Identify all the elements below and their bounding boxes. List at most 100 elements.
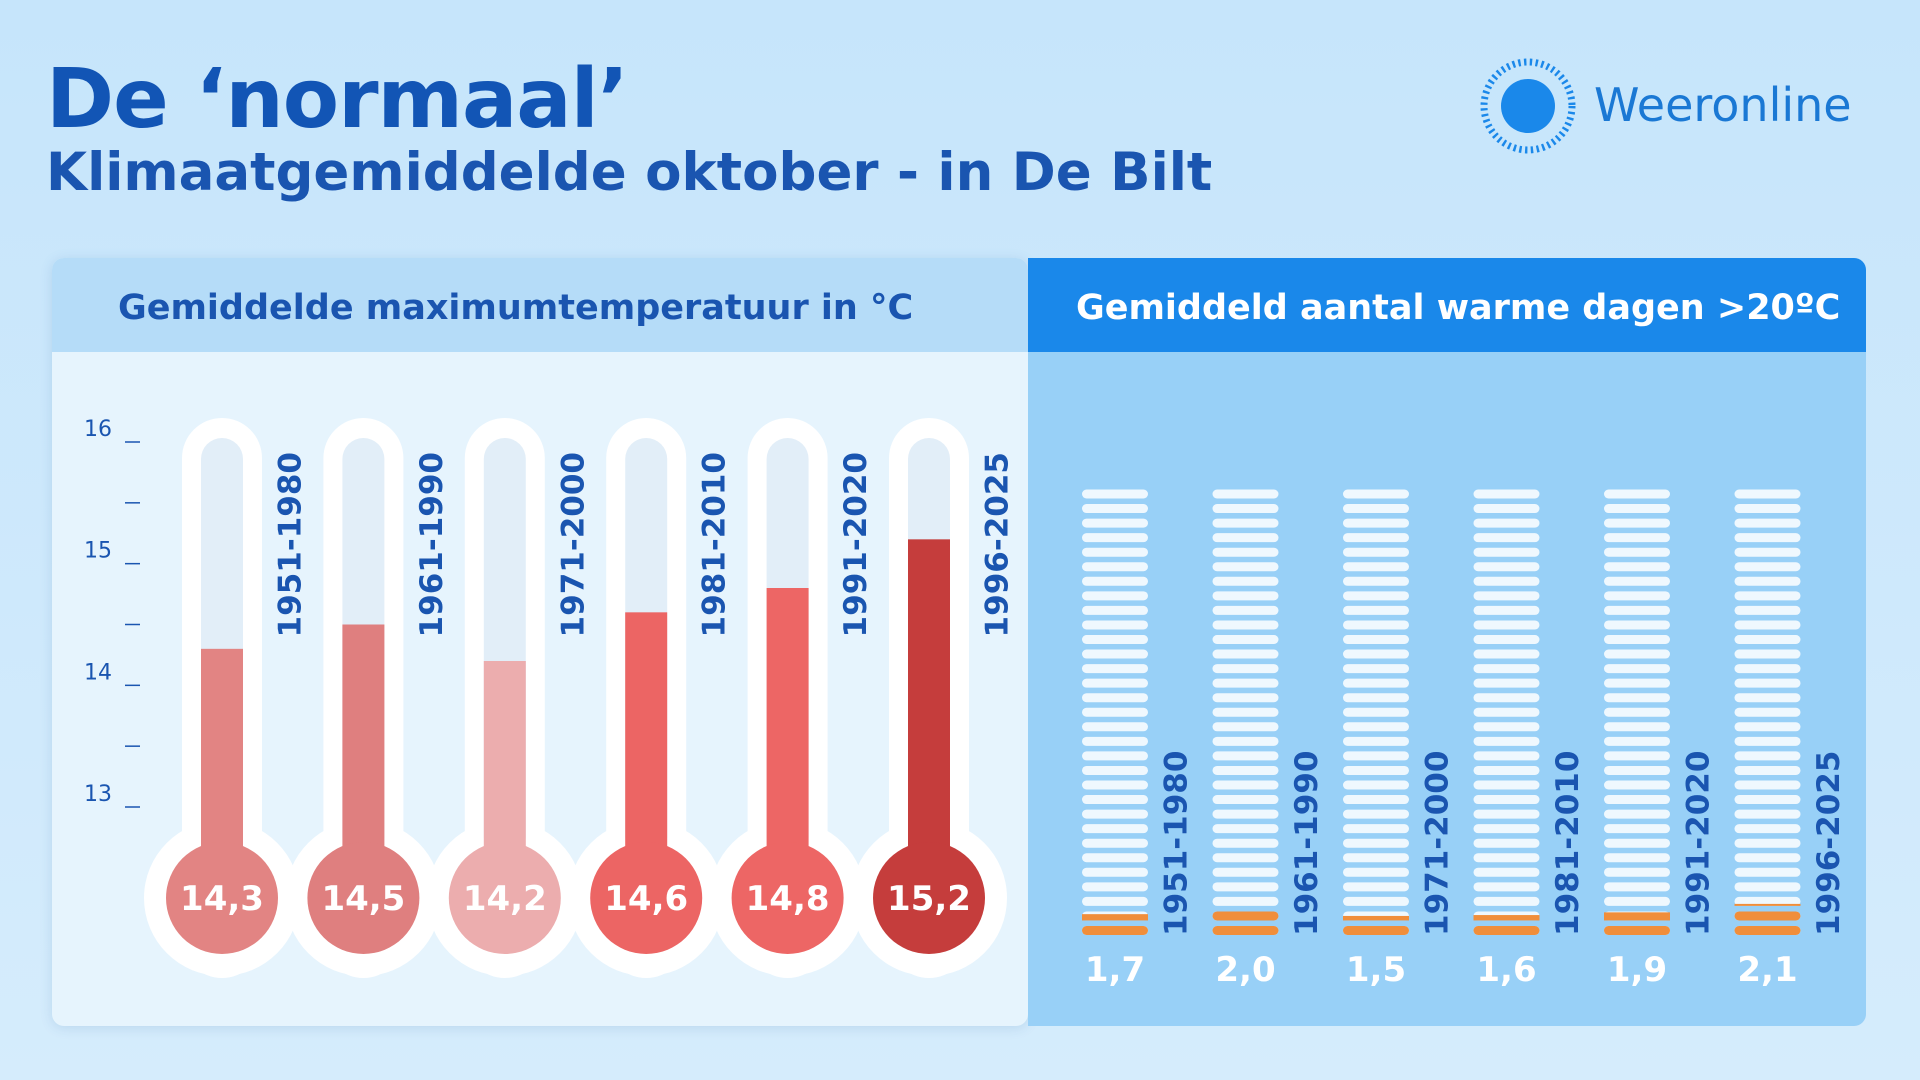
thermometer: 15,2 1996-2025 <box>851 418 1016 978</box>
day-slot <box>1082 576 1148 586</box>
thermometer: 14,5 1961-1990 <box>285 418 450 978</box>
page-subtitle: Klimaatgemiddelde oktober - in De Bilt <box>46 142 1213 203</box>
thermometer-bulb <box>731 842 844 954</box>
day-slot <box>1343 678 1409 688</box>
day-slot <box>1343 635 1409 644</box>
warm-day-bar <box>1082 926 1148 935</box>
day-slot <box>1343 824 1409 834</box>
period-label: 1971-2000 <box>555 452 591 637</box>
period-label: 1991-2020 <box>838 452 874 637</box>
day-slot <box>1343 896 1409 906</box>
temperature-value-label: 14,6 <box>604 879 688 919</box>
temperature-value-label: 15,2 <box>887 879 971 919</box>
day-slot <box>1734 867 1801 877</box>
day-slot <box>1734 780 1801 790</box>
day-slot <box>1604 678 1670 688</box>
day-slot <box>1604 765 1670 775</box>
day-slot <box>1604 693 1670 703</box>
day-slot <box>1082 707 1148 717</box>
thermometer-bulb <box>590 842 703 954</box>
day-slot <box>1212 693 1279 703</box>
day-slot <box>1734 693 1801 703</box>
thermometer: 14,3 1951-1980 <box>144 418 309 978</box>
day-slot <box>1734 882 1801 892</box>
y-tick-label: 15 <box>84 539 112 564</box>
day-slot <box>1473 867 1540 877</box>
day-slot <box>1734 678 1801 688</box>
day-slot <box>1473 562 1540 572</box>
day-slot <box>1343 504 1409 514</box>
day-slot <box>1212 853 1279 863</box>
day-slot <box>1473 882 1540 892</box>
day-slot <box>1473 605 1540 615</box>
day-slot <box>1604 504 1670 514</box>
y-tick-label: 14 <box>84 660 112 685</box>
day-slot <box>1082 853 1148 863</box>
day-slot <box>1212 518 1279 528</box>
day-slot <box>1734 707 1801 717</box>
day-slot <box>1604 751 1670 761</box>
day-slot <box>1343 562 1409 572</box>
day-slot <box>1343 751 1409 761</box>
day-slot <box>1604 824 1670 834</box>
day-slot <box>1082 795 1148 805</box>
day-slot <box>1212 722 1279 732</box>
day-slot <box>1473 736 1540 746</box>
warm-days-value-label: 1,5 <box>1346 950 1406 990</box>
day-slot <box>1343 605 1409 615</box>
page-title: De ‘normaal’ <box>46 52 629 147</box>
day-slot <box>1604 882 1670 892</box>
day-slot <box>1473 693 1540 703</box>
warm-day-bar <box>1734 911 1801 921</box>
temperature-value-label: 14,8 <box>746 879 830 919</box>
temperature-value-label: 14,3 <box>180 879 264 919</box>
day-slot <box>1212 882 1279 892</box>
period-label: 1981-2010 <box>697 452 733 637</box>
period-label: 1991-2020 <box>1681 751 1717 936</box>
day-slot <box>1212 547 1279 557</box>
temperature-bar <box>201 648 243 878</box>
day-slot <box>1604 809 1670 819</box>
day-slot <box>1343 576 1409 586</box>
day-slot <box>1734 795 1801 805</box>
day-slot <box>1734 547 1801 557</box>
temperature-value-label: 14,5 <box>321 879 405 919</box>
day-slot <box>1473 518 1540 528</box>
day-stack: 1,9 1991-2020 <box>1604 489 1717 990</box>
day-slot <box>1212 678 1279 688</box>
thermometer: 14,2 1971-2000 <box>426 418 591 978</box>
day-slot <box>1082 635 1148 644</box>
temperature-bar <box>625 612 668 878</box>
warm-days-panel-header: Gemiddeld aantal warme dagen >20ºC <box>1028 258 1866 352</box>
day-slot <box>1734 504 1801 514</box>
day-slot <box>1212 780 1279 790</box>
temperature-panel: Gemiddelde maximumtemperatuur in °C 13 14… <box>52 258 1028 1026</box>
warm-days-chart: 1,71951-19802,01961-19901,51971-20001,61… <box>1082 489 1847 990</box>
day-slot <box>1473 649 1540 659</box>
day-slot <box>1734 896 1801 906</box>
day-slot <box>1473 722 1540 732</box>
day-slot <box>1604 649 1670 659</box>
day-slot <box>1473 853 1540 863</box>
day-slot <box>1473 751 1540 761</box>
warm-day-bar-partial <box>1604 912 1670 921</box>
day-slot <box>1734 824 1801 834</box>
day-slot <box>1604 576 1670 586</box>
day-slot <box>1734 664 1801 674</box>
day-slot <box>1473 780 1540 790</box>
day-slot <box>1082 591 1148 601</box>
day-slot <box>1734 518 1801 528</box>
day-slot <box>1082 489 1148 499</box>
warm-days-value-label: 2,1 <box>1737 950 1797 990</box>
day-slot <box>1604 736 1670 746</box>
day-slot <box>1604 722 1670 732</box>
day-slot <box>1734 489 1801 499</box>
day-slot <box>1473 824 1540 834</box>
day-slot <box>1604 605 1670 615</box>
day-slot <box>1082 562 1148 572</box>
day-slot <box>1604 620 1670 630</box>
day-slot <box>1343 765 1409 775</box>
day-slot <box>1604 838 1670 848</box>
period-label: 1996-2025 <box>980 452 1016 637</box>
day-slot <box>1343 853 1409 863</box>
